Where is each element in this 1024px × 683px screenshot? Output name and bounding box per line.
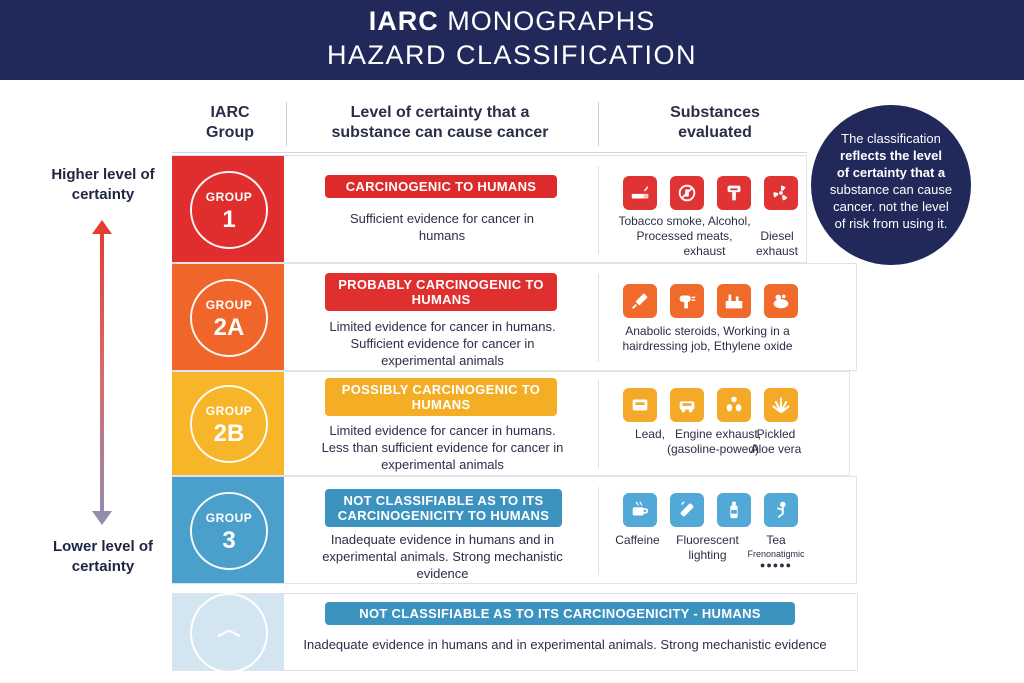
group-2a-cell: GROUP 2A bbox=[172, 264, 284, 370]
hairdryer-icon bbox=[670, 284, 704, 318]
evidence-description: Limited evidence for cancer in humans. L… bbox=[321, 423, 564, 472]
page-title: IARC MONOGRAPHS bbox=[368, 6, 656, 36]
group-3-cell: GROUP 3 bbox=[172, 477, 284, 583]
substances-text: Diesel exhaust bbox=[755, 229, 799, 258]
cell-divider bbox=[598, 166, 599, 254]
pickles-icon bbox=[717, 388, 751, 422]
aloe-icon bbox=[764, 388, 798, 422]
meat-icon bbox=[717, 176, 751, 210]
category-pill: PROBABLY CARCINOGENIC TO HUMANS bbox=[325, 273, 557, 311]
evidence-description: Limited evidence for cancer in humans. S… bbox=[329, 319, 556, 368]
column-header-group: IARC Group bbox=[206, 104, 254, 141]
bottle-icon bbox=[717, 493, 751, 527]
column-header-substances: Substances evaluated bbox=[670, 104, 760, 141]
group-2b-badge: GROUP 2B bbox=[190, 385, 268, 463]
substances-text: Tea Frenonatigmic ●●●●● bbox=[740, 533, 812, 570]
substances-text: Caffeine bbox=[615, 533, 660, 547]
group-2b-cell: GROUP 2B bbox=[172, 372, 284, 475]
factory-icon bbox=[717, 284, 751, 318]
certainty-arrow bbox=[92, 220, 112, 525]
evidence-description: Sufficient evidence for cancer in humans bbox=[349, 211, 535, 243]
syringe-icon bbox=[623, 284, 657, 318]
higher-certainty-label: Higher level of certainty bbox=[51, 166, 155, 203]
category-pill: POSSIBLY CARCINOGENIC TO HUMANS bbox=[325, 378, 557, 416]
dots-decoration: ●●●●● bbox=[759, 560, 793, 570]
fluorescent-light-icon bbox=[670, 493, 704, 527]
header-divider bbox=[172, 152, 807, 153]
group-1-badge: GROUP 1 bbox=[190, 171, 268, 249]
no-alcohol-icon bbox=[670, 176, 704, 210]
category-pill: NOT CLASSIFIABLE AS TO ITS CARCINOGENICI… bbox=[325, 489, 562, 527]
unclassified-cell bbox=[172, 593, 284, 673]
coffee-cup-icon bbox=[623, 493, 657, 527]
cell-divider bbox=[598, 380, 599, 468]
category-pill: NOT CLASSIFIABLE AS TO ITS CARCINOGENICI… bbox=[325, 602, 795, 625]
substances-text: Pickled Aloe vera bbox=[750, 427, 802, 456]
group-3-row: GROUP 3 NOT CLASSIFIABLE AS TO ITS CARCIN… bbox=[172, 476, 857, 584]
lower-certainty-label: Lower level of certainty bbox=[52, 538, 154, 575]
group-2b-row: GROUP 2B POSSIBLY CARCINOGENIC TO HUMANS … bbox=[172, 371, 850, 476]
cigarette-icon bbox=[623, 176, 657, 210]
cell-divider bbox=[598, 274, 599, 362]
category-pill: CARCINOGENIC TO HUMANS bbox=[325, 175, 557, 198]
group-2a-row: GROUP 2A PROBABLY CARCINOGENIC TO HUMANS … bbox=[172, 263, 857, 371]
chevron-icon bbox=[217, 629, 241, 638]
cell-divider bbox=[598, 487, 599, 575]
radiation-exhaust-icon bbox=[764, 176, 798, 210]
substances-text: Anabolic steroids, Working in a hairdres… bbox=[622, 324, 793, 353]
substances-text: Tobacco smoke, Alcohol, Processed meats,… bbox=[618, 214, 751, 258]
unclassified-badge bbox=[190, 593, 268, 673]
column-divider bbox=[598, 102, 599, 146]
substances-text: Fluorescent lighting bbox=[676, 533, 739, 562]
group-3-badge: GROUP 3 bbox=[190, 492, 268, 570]
evidence-description: Inadequate evidence in humans and in exp… bbox=[322, 532, 563, 581]
evidence-description: Inadequate evidence in humans and in exp… bbox=[303, 637, 827, 652]
page-subtitle: HAZARD CLASSIFICATION bbox=[326, 40, 698, 70]
group-2a-badge: GROUP 2A bbox=[190, 279, 268, 357]
chemical-icon bbox=[764, 284, 798, 318]
tea-icon bbox=[764, 493, 798, 527]
lead-icon bbox=[623, 388, 657, 422]
group-1-row: GROUP 1 CARCINOGENIC TO HUMANS Sufficient… bbox=[172, 155, 807, 263]
substances-text: Lead, Engine exhaust, (gasoline-powed) bbox=[634, 427, 762, 456]
engine-icon bbox=[670, 388, 704, 422]
column-header-certainty: Level of certainty that a substance can … bbox=[331, 104, 549, 141]
title-banner: IARC MONOGRAPHS HAZARD CLASSIFICATION bbox=[0, 0, 1024, 80]
unclassified-row: NOT CLASSIFIABLE AS TO ITS CARCINOGENICI… bbox=[172, 593, 858, 673]
column-divider bbox=[286, 102, 287, 146]
group-1-cell: GROUP 1 bbox=[172, 156, 284, 262]
classification-note: The classification reflects the level of… bbox=[811, 105, 971, 265]
